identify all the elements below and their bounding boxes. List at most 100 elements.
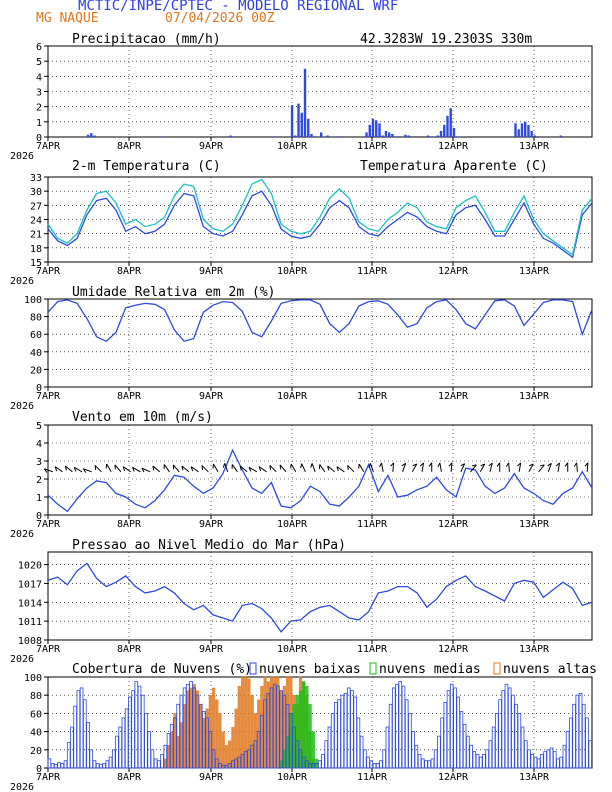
cloud-bar-blue [140,694,145,769]
y-tick-label: 15 [30,258,42,269]
wind-arrow [358,463,365,473]
cloud-bar-blue [437,735,441,769]
x-tick-label: 7APR [36,519,61,530]
y-tick-label: 60 [30,709,42,720]
wind-arrow [231,464,238,473]
x-tick-label: 9APR [199,391,224,402]
wind-arrow [450,462,453,472]
cloud-bar-orange [279,690,283,769]
cloud-bar-blue [60,763,65,769]
panel-title: 2-m Temperatura (C) [72,159,221,174]
cloud-bar-blue [511,694,515,769]
cloud-bar-orange [212,687,216,769]
x-tick-label: 11APR [357,141,388,152]
wind-arrow [94,465,102,473]
wind-arrow [54,466,63,473]
cloud-bar-orange [166,745,171,769]
cloud-bar-blue [272,683,277,769]
precip-bar [446,115,449,137]
cloud-bar-blue [92,760,97,769]
x-tick-label: 13APR [519,772,550,783]
wind-arrow [439,462,442,472]
cloud-bar-blue [147,731,151,769]
panel-3 [44,298,593,391]
wind-arrow-head [132,467,135,472]
cloud-bar-blue [330,713,335,769]
wind-arrow-head [471,464,477,467]
cloud-bar-blue [420,758,425,769]
wind-arrow-head [448,462,453,467]
cloud-bar-orange [273,676,277,769]
cloud-bar-blue [411,731,415,769]
cloud-bar-blue [514,703,518,769]
cloud-bar-blue [453,687,457,769]
cloud-bar-orange [189,687,193,769]
wind-arrow-head [94,465,97,470]
cloud-bar-blue [63,760,68,769]
wind-arrow-head [547,462,552,467]
y-tick-label: 33 [30,173,42,184]
cloud-bar-blue [536,758,541,769]
precip-bar [559,135,563,137]
wind-arrow-head [379,462,383,468]
cloud-bar-blue [504,683,509,769]
cloud-bar-orange [269,676,274,769]
wind-arrow [224,463,229,472]
legend-label-1: nuvens baixas [259,662,361,677]
cloud-bar-blue [76,690,81,769]
cloud-bar-blue [517,713,522,769]
wind-arrow [381,462,384,472]
apparent-temp-legend: Temperatura Aparente (C) [360,159,548,174]
cloud-bar-orange [163,758,167,769]
cloud-bar-blue [221,764,226,769]
wind-arrow-head [573,462,578,467]
cloud-bar-green [311,731,315,769]
cloud-bar-orange [247,678,251,769]
cloud-bar-blue [144,713,148,769]
cloud-bar-green [289,713,293,769]
y-tick-label: 2 [36,103,42,114]
cloud-bar-blue [305,760,309,769]
wind-arrow [301,463,306,473]
x-tick-label: 10APR [277,772,308,783]
wind-arrow-head [64,465,67,471]
wind-arrow [172,464,180,473]
y-tick-label: 6 [36,42,42,53]
x-year-label: 2026 [10,654,34,665]
cloud-bar-blue [353,696,357,769]
wind-arrow-head [336,466,339,472]
wind-arrow-head [368,463,371,468]
wind-arrow [327,465,335,473]
cloud-bar-blue [243,751,248,769]
cloud-bar-orange [195,690,200,769]
cloud-bar-orange [218,713,222,769]
cloud-bar-blue [533,756,538,769]
cloud-bar-blue [240,753,245,769]
x-tick-label: 8APR [117,644,142,655]
wind-arrow-head [212,463,214,469]
cloud-bar-green [298,690,303,769]
cloud-bar-blue [66,742,71,769]
wind-arrow-head [555,462,560,467]
panel-title: Umidade Relativa em 2m (%) [72,285,276,300]
precip-bar [426,135,430,137]
cloud-bar-green [305,685,309,769]
y-tick-label: 2 [36,475,42,486]
cloud-bar-orange [260,685,264,769]
y-tick-label: 0 [36,511,42,522]
wind-arrow-head [390,462,395,467]
wind-arrow [65,465,73,473]
wind-arrow-head [517,462,522,467]
series-line-blue [47,562,593,633]
wind-arrow-head [347,465,349,470]
precip-bar [449,108,452,137]
panel-title: Precipitacao (mm/h) [72,32,221,47]
wind-arrow-head [290,463,292,469]
cloud-bar-blue [57,762,61,769]
x-tick-label: 11APR [357,644,388,655]
precip-bar [520,123,524,137]
y-tick-label: 1011 [18,617,42,628]
precip-bar [365,132,368,137]
cloud-bar-blue [321,753,325,769]
cloud-bar-blue [379,760,383,769]
